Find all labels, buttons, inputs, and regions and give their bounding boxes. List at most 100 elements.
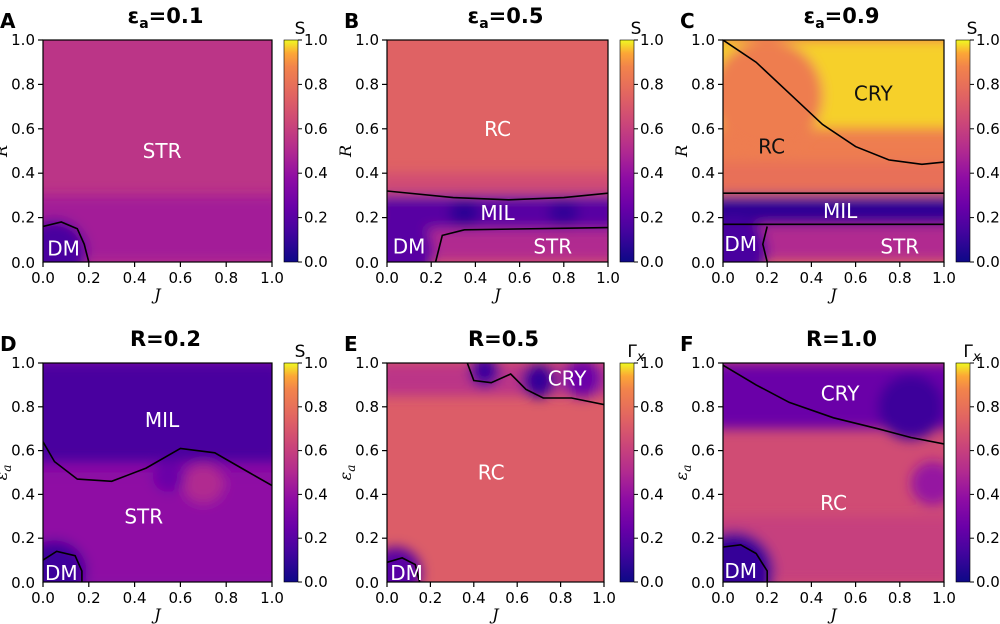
x-tick-label: 0.2: [755, 589, 779, 607]
heatmap-blob: [387, 215, 434, 262]
plot-frame: [386, 39, 609, 263]
x-tick-label: 1.0: [596, 269, 620, 287]
heatmap-blob: [521, 363, 557, 399]
plot-frame: [42, 362, 273, 583]
region-label-dm: DM: [724, 559, 757, 583]
panel-title: R=0.2: [130, 327, 201, 351]
x-tick-label: 0.6: [505, 589, 529, 607]
x-axis-label: J: [489, 605, 500, 624]
x-tick-label: 0.4: [123, 589, 147, 607]
x-tick-label: 0.0: [31, 589, 55, 607]
colorbar-tick-label: 0.0: [304, 253, 328, 271]
colorbar-tick-label: 1.0: [640, 354, 664, 372]
heatmap-D: [43, 363, 272, 582]
region-label-dm: DM: [45, 561, 78, 585]
colorbar-tick-label: 0.8: [640, 398, 664, 416]
panel-letter: C: [680, 9, 695, 33]
heatmap-band: [43, 363, 272, 462]
heatmap-band: [723, 162, 944, 196]
panel-letter: A: [0, 9, 16, 33]
colorbar: [956, 363, 970, 582]
y-tick-label: 0.6: [355, 442, 379, 460]
colorbar-tick-label: 0.4: [640, 164, 664, 182]
heatmap-E: [387, 363, 604, 582]
y-tick-label: 1.0: [11, 354, 35, 372]
colorbar-tick-label: 0.2: [304, 529, 328, 547]
x-tick-label: 0.8: [549, 589, 573, 607]
colorbar-tick-label: 0.2: [640, 209, 664, 227]
y-tick-label: 0.6: [691, 120, 715, 138]
x-axis-label: J: [151, 605, 162, 624]
heatmap-blob: [723, 217, 768, 262]
panel-letter: F: [680, 332, 694, 356]
heatmap-blob: [182, 463, 224, 504]
x-tick-label: 0.2: [77, 269, 101, 287]
colorbar-tick-label: 0.2: [640, 529, 664, 547]
phase-boundary: [434, 226, 608, 262]
y-tick-label: 0.2: [355, 529, 379, 547]
colorbar-label: Γx: [627, 342, 644, 365]
x-tick-label: 0.0: [711, 269, 735, 287]
region-label-str: STR: [124, 504, 163, 528]
region-label-dm: DM: [393, 234, 426, 258]
heatmap-blob: [448, 197, 480, 229]
heatmap-band: [387, 173, 608, 198]
x-tick-label: 0.6: [844, 269, 868, 287]
y-tick-label: 0.8: [691, 398, 715, 416]
colorbar-tick-label: 0.2: [976, 529, 1000, 547]
heatmap-blob: [43, 219, 87, 262]
heatmap-blob: [562, 363, 602, 399]
region-label-mil: MIL: [823, 199, 858, 223]
colorbar-tick-label: 0.4: [304, 164, 328, 182]
panel-title: εa=0.9: [804, 4, 880, 32]
heatmap-blob: [548, 197, 580, 229]
region-label-mil: MIL: [145, 408, 180, 432]
y-tick-label: 0.6: [11, 120, 35, 138]
colorbar-label: S: [295, 342, 306, 362]
y-tick-label: 0.4: [691, 164, 715, 182]
region-label-mil: MIL: [480, 201, 515, 225]
heatmap-C: [723, 40, 944, 262]
colorbar-tick-label: 1.0: [976, 354, 1000, 372]
x-tick-label: 0.0: [31, 269, 55, 287]
panel-title: R=1.0: [806, 327, 877, 351]
x-axis-label: J: [827, 285, 838, 304]
y-tick-label: 0.8: [355, 75, 379, 93]
heatmap-base: [387, 363, 604, 582]
y-tick-label: 1.0: [691, 354, 715, 372]
colorbar: [956, 40, 970, 262]
colorbar-tick-label: 1.0: [304, 31, 328, 49]
colorbar-tick-label: 0.0: [304, 573, 328, 591]
heatmap-blob: [152, 461, 185, 493]
panel-letter: B: [344, 9, 359, 33]
y-tick-label: 0.8: [355, 398, 379, 416]
y-tick-label: 0.4: [11, 485, 35, 503]
heatmap-B: [387, 40, 608, 262]
y-tick-label: 0.0: [355, 254, 379, 272]
x-axis-label: J: [151, 285, 162, 304]
colorbar-tick-label: 0.2: [976, 209, 1000, 227]
heatmap-blob: [43, 540, 87, 582]
panel-F: CRY RC DM 0.0 0.2 0.4 0.6 0.8 1.0 0.0 0.2 0.4 0.6 0.8…: [672, 327, 1000, 624]
y-tick-label: 0.4: [11, 164, 35, 182]
phase-boundary: [466, 363, 604, 406]
phase-boundary: [43, 550, 83, 582]
colorbar-tick-label: 1.0: [640, 31, 664, 49]
x-tick-label: 1.0: [260, 269, 284, 287]
plot-frame: [722, 39, 945, 263]
colorbar-tick-label: 0.0: [640, 573, 664, 591]
y-tick-label: 0.6: [355, 120, 379, 138]
x-tick-label: 0.4: [799, 269, 823, 287]
panel-letter: D: [0, 332, 17, 356]
x-axis-label: J: [827, 605, 838, 624]
y-tick-label: 0.6: [11, 442, 35, 460]
phase-boundary: [43, 441, 272, 487]
colorbar-label: S: [967, 19, 978, 39]
region-label-cry: CRY: [548, 366, 588, 390]
x-tick-label: 0.4: [462, 589, 486, 607]
plot-frame: [722, 362, 945, 583]
phase-boundary: [387, 190, 608, 201]
colorbar-tick-label: 0.8: [976, 75, 1000, 93]
